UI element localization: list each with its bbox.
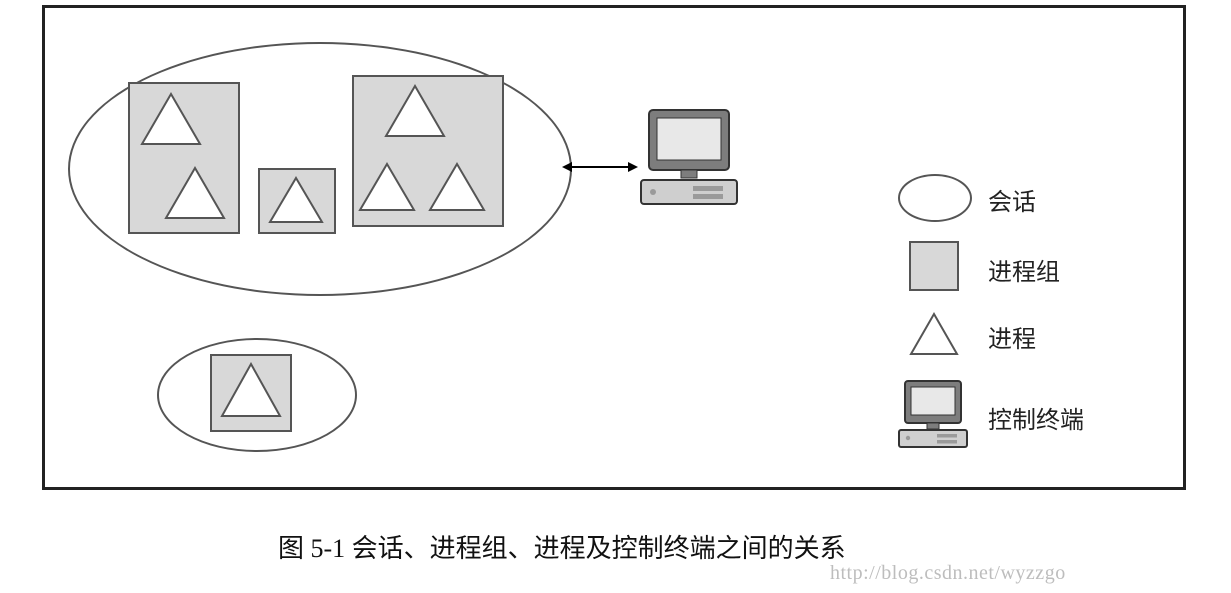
process-triangle (220, 362, 282, 418)
process-triangle (268, 176, 324, 224)
legend-session-label: 会话 (988, 182, 1036, 217)
legend-process-icon (909, 312, 959, 356)
process-triangle (428, 162, 486, 212)
legend-process-label: 进程 (988, 319, 1036, 354)
legend-procgroup-icon (909, 241, 959, 291)
process-triangle (358, 162, 416, 212)
legend-terminal-icon (895, 378, 973, 457)
legend-terminal-label: 控制终端 (988, 400, 1084, 435)
process-triangle (384, 84, 446, 138)
figure-caption: 图 5-1 会话、进程组、进程及控制终端之间的关系 (278, 528, 846, 565)
terminal-computer (635, 106, 745, 217)
watermark-text: http://blog.csdn.net/wyzzgo (830, 562, 1066, 585)
legend-procgroup-label: 进程组 (988, 252, 1060, 287)
process-triangle (164, 166, 226, 220)
process-triangle (140, 92, 202, 146)
session-terminal-arrow (560, 157, 640, 182)
legend-session-icon (898, 174, 972, 222)
